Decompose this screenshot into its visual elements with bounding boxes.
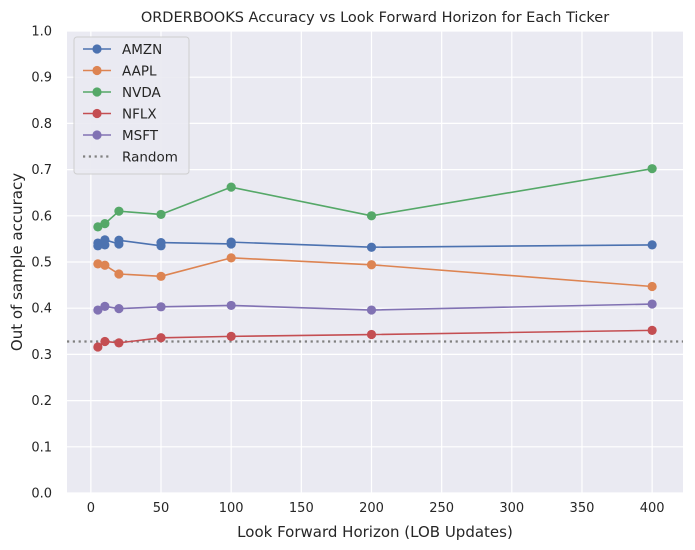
y-tick-label: 1.0 <box>31 25 52 40</box>
legend-label-nflx: NFLX <box>122 107 157 123</box>
y-axis-label: Out of sample accuracy <box>8 173 26 351</box>
legend-label-msft: MSFT <box>122 128 159 144</box>
chart-title: ORDERBOOKS Accuracy vs Look Forward Hori… <box>141 10 609 26</box>
data-point-amzn <box>93 238 103 248</box>
data-point-aapl <box>226 253 236 263</box>
y-tick-label: 0.7 <box>31 163 52 178</box>
series-aapl <box>93 253 657 292</box>
data-point-msft <box>366 305 377 315</box>
legend-marker-aapl <box>92 65 102 76</box>
data-point-amzn <box>226 237 236 247</box>
y-tick-label: 0.8 <box>31 117 52 132</box>
y-tick-label: 0.3 <box>31 348 52 363</box>
data-point-msft <box>647 299 657 309</box>
data-point-aapl <box>100 260 110 270</box>
series-nvda <box>93 164 657 232</box>
y-tick-label: 0.6 <box>31 209 52 224</box>
data-point-nvda <box>100 219 110 229</box>
legend-label-nvda: NVDA <box>122 85 161 101</box>
y-tick-label: 0.2 <box>31 394 52 409</box>
series-nflx <box>93 325 657 352</box>
legend-label-amzn: AMZN <box>122 42 162 58</box>
data-point-nflx <box>100 336 110 347</box>
legend-marker-amzn <box>92 44 102 54</box>
data-point-msft <box>156 302 166 312</box>
data-point-msft <box>100 301 110 311</box>
x-tick-label: 100 <box>219 501 244 516</box>
data-point-nvda <box>93 222 103 232</box>
legend-label-random: Random <box>122 150 178 166</box>
y-tick-labels: 0.0 0.1 0.2 0.3 0.4 0.5 0.6 0.7 0.8 0.9 1.0 <box>31 25 52 502</box>
data-point-nvda <box>366 211 377 221</box>
data-point-amzn <box>114 235 124 245</box>
legend-label-aapl: AAPL <box>122 64 157 80</box>
x-tick-label: 200 <box>359 501 384 516</box>
x-tick-label: 300 <box>499 501 524 516</box>
x-tick-label: 350 <box>570 501 595 516</box>
data-point-msft <box>114 304 124 314</box>
data-point-amzn <box>366 242 377 252</box>
data-point-nvda <box>114 206 124 216</box>
x-axis-label: Look Forward Horizon (LOB Updates) <box>237 523 513 541</box>
x-tick-label: 0 <box>87 501 95 516</box>
y-tick-label: 0.9 <box>31 71 52 86</box>
data-point-nflx <box>114 338 124 348</box>
legend-marker-msft <box>92 130 102 140</box>
data-point-nflx <box>226 331 236 341</box>
data-point-aapl <box>366 260 377 270</box>
data-point-amzn <box>100 235 110 245</box>
legend: AMZN AAPL NVDA NFLX MSFT Random <box>73 36 190 175</box>
data-point-aapl <box>93 259 103 269</box>
data-point-nvda <box>647 164 657 174</box>
data-point-aapl <box>647 281 657 292</box>
data-point-msft <box>93 305 103 315</box>
data-point-aapl <box>156 271 166 281</box>
data-point-nflx <box>93 342 103 352</box>
y-tick-label: 0.4 <box>31 302 52 317</box>
data-point-amzn <box>647 240 657 250</box>
x-tick-labels: 0 50 100 150 200 250 300 350 400 <box>87 501 665 516</box>
x-tick-label: 150 <box>289 501 314 516</box>
x-tick-label: 250 <box>429 501 454 516</box>
data-point-nflx <box>156 333 166 343</box>
data-point-msft <box>226 300 236 311</box>
series-amzn <box>93 235 657 252</box>
series-msft <box>93 299 657 315</box>
y-tick-label: 0.1 <box>31 440 52 455</box>
series-layer <box>93 164 657 352</box>
legend-marker-nvda <box>92 87 102 97</box>
legend-marker-nflx <box>92 108 102 119</box>
y-tick-label: 0.0 <box>31 487 52 502</box>
x-tick-label: 50 <box>153 501 170 516</box>
data-point-nvda <box>156 209 166 220</box>
data-point-amzn <box>156 237 166 248</box>
data-point-aapl <box>114 269 124 279</box>
data-point-nflx <box>366 329 377 340</box>
data-point-nvda <box>226 182 236 192</box>
x-tick-label: 400 <box>640 501 665 516</box>
y-tick-label: 0.5 <box>31 256 52 271</box>
data-point-nflx <box>647 325 657 335</box>
